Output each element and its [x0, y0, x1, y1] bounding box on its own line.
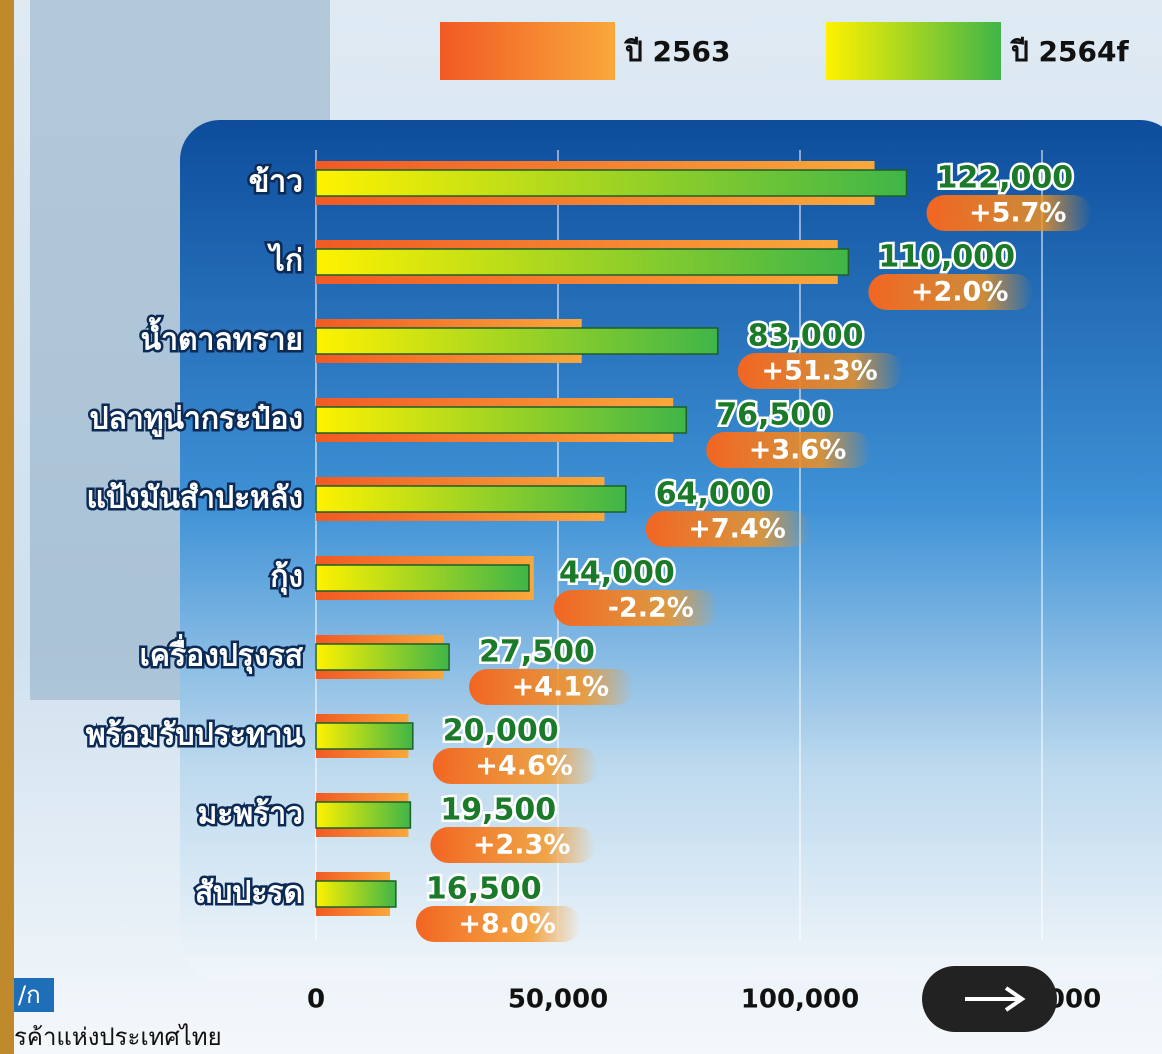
x-tick-label: 50,000	[508, 985, 608, 1015]
value-label: 110,000	[878, 240, 1015, 275]
category-label: กุ้ง	[270, 560, 303, 596]
bar	[315, 801, 412, 829]
bar	[315, 406, 688, 434]
change-label: +2.3%	[473, 830, 571, 861]
value-label: 122,000	[936, 161, 1073, 196]
change-label: +8.0%	[458, 909, 556, 940]
category-label: ข้าว	[249, 165, 303, 200]
bar	[315, 327, 719, 355]
footer-text: /ก	[18, 981, 41, 1009]
category-label: เครื่องปรุงรส	[140, 634, 304, 675]
change-pill	[432, 748, 598, 784]
bar	[315, 643, 450, 671]
value-label: 83,000	[748, 319, 864, 354]
change-pill	[737, 353, 903, 389]
change-label: +5.7%	[969, 198, 1067, 229]
change-label: +7.4%	[688, 514, 786, 545]
x-tick-label: 100,000	[741, 985, 859, 1015]
change-label: +4.6%	[475, 751, 573, 782]
change-label: +51.3%	[761, 356, 877, 387]
change-pill	[415, 906, 581, 942]
change-pill	[706, 432, 872, 468]
value-label: 16,500	[426, 872, 542, 907]
category-label: ปลาทูน่ากระป๋อง	[89, 402, 303, 438]
legend-swatch	[440, 22, 615, 80]
change-label: +3.6%	[749, 435, 847, 466]
footer-box	[14, 978, 54, 1012]
change-pill	[430, 827, 596, 863]
change-pill	[645, 511, 811, 547]
value-label: 27,500	[479, 635, 595, 670]
change-pill	[926, 195, 1092, 231]
bar	[315, 722, 414, 750]
legend-swatch	[826, 22, 1001, 80]
legend-label: ปี 2563	[623, 35, 730, 68]
bar	[315, 880, 397, 908]
bar	[315, 485, 627, 513]
value-label: 64,000	[656, 477, 772, 512]
x-tick-label: 0	[307, 985, 325, 1015]
value-label: 44,000	[559, 556, 675, 591]
legend-label: ปี 2564f	[1009, 35, 1129, 68]
bar	[315, 248, 850, 276]
arrow-icon	[965, 986, 1026, 1012]
left-strip	[0, 0, 14, 1054]
value-label: 76,500	[716, 398, 832, 433]
change-pill	[553, 590, 719, 626]
value-label: 19,500	[440, 793, 556, 828]
change-pill	[868, 274, 1034, 310]
change-label: +2.0%	[911, 277, 1009, 308]
bar	[315, 169, 908, 197]
value-label: 20,000	[443, 714, 559, 749]
category-label: สับปะรด	[195, 876, 303, 911]
change-label: -2.2%	[608, 593, 694, 624]
category-label: ไก่	[267, 243, 303, 279]
category-label: มะพร้าว	[198, 797, 303, 832]
bar	[315, 564, 530, 592]
category-label: แป้งมันสำปะหลัง	[87, 481, 303, 516]
category-label: พร้อมรับประทาน	[86, 718, 304, 753]
footer-text: รค้าแห่งประเทศไทย	[14, 1023, 222, 1051]
change-pill	[469, 669, 635, 705]
category-label: น้ำตาลทราย	[141, 317, 303, 358]
change-label: +4.1%	[512, 672, 610, 703]
